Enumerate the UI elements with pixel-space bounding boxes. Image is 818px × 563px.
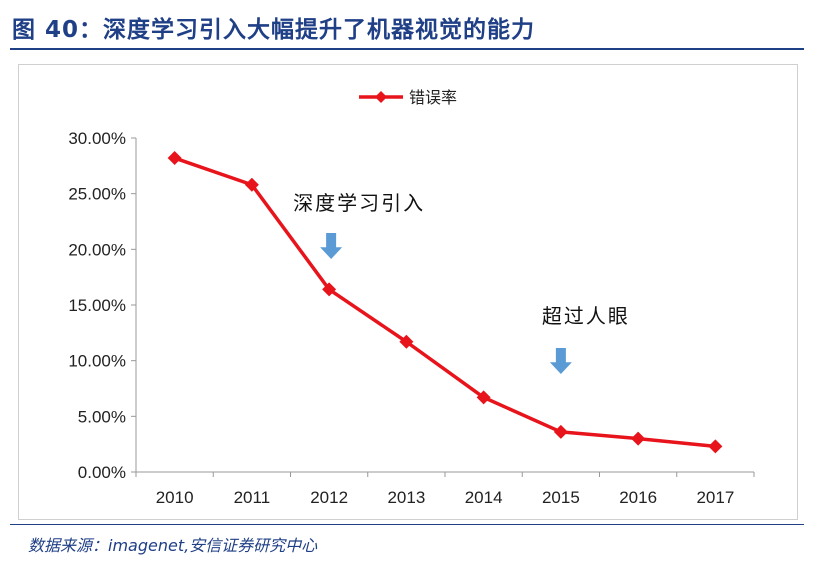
data-point-marker [476, 390, 491, 405]
legend-label: 错误率 [409, 88, 457, 107]
annotation-label: 深度学习引入 [293, 191, 425, 215]
y-tick-label: 10.00% [68, 352, 126, 371]
x-tick-label: 2010 [156, 488, 194, 507]
annotation-label: 超过人眼 [542, 304, 630, 328]
x-tick-label: 2015 [542, 488, 580, 507]
figure-title: 图 40：深度学习引入大幅提升了机器视觉的能力 [12, 17, 536, 43]
data-point-marker [631, 431, 646, 446]
y-tick-label: 25.00% [68, 185, 126, 204]
source-note: 数据来源：imagenet,安信证券研究中心 [28, 536, 318, 555]
data-point-marker [708, 439, 723, 454]
y-tick-label: 5.00% [78, 407, 126, 426]
chart-frame: 30.00% 25.00% 20.00% 15.00% 10.00% 5.00% 0.00%… [18, 64, 798, 520]
y-tick-label: 15.00% [68, 296, 126, 315]
legend-marker-swatch [375, 91, 387, 103]
y-tick-label: 20.00% [68, 240, 126, 259]
down-arrow-icon [549, 348, 572, 374]
data-point-marker [553, 424, 568, 439]
x-tick-label: 2017 [696, 488, 734, 507]
down-arrow-icon [320, 233, 343, 259]
data-point-marker [167, 151, 182, 166]
x-tick-label: 2014 [465, 488, 503, 507]
source-divider [10, 524, 804, 525]
x-tick-label: 2011 [234, 488, 271, 507]
x-tick-label: 2016 [619, 488, 657, 507]
line-chart: 30.00% 25.00% 20.00% 15.00% 10.00% 5.00% 0.00%… [68, 88, 755, 507]
title-divider [10, 48, 804, 50]
data-point-marker [322, 282, 337, 297]
y-tick-label: 0.00% [78, 463, 126, 482]
series-line-error-rate [174, 156, 716, 449]
x-tick-label: 2012 [310, 488, 348, 507]
y-tick-label: 30.00% [68, 129, 126, 148]
data-point-marker [399, 334, 414, 349]
data-point-marker [244, 177, 259, 192]
x-tick-label: 2013 [387, 488, 425, 507]
